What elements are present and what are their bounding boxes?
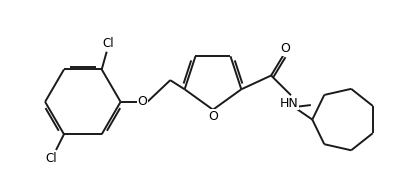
Text: O: O: [208, 110, 218, 123]
Text: O: O: [280, 42, 290, 55]
Text: O: O: [138, 95, 148, 108]
Text: Cl: Cl: [103, 37, 115, 50]
Text: HN: HN: [280, 97, 298, 110]
Text: Cl: Cl: [45, 152, 57, 165]
